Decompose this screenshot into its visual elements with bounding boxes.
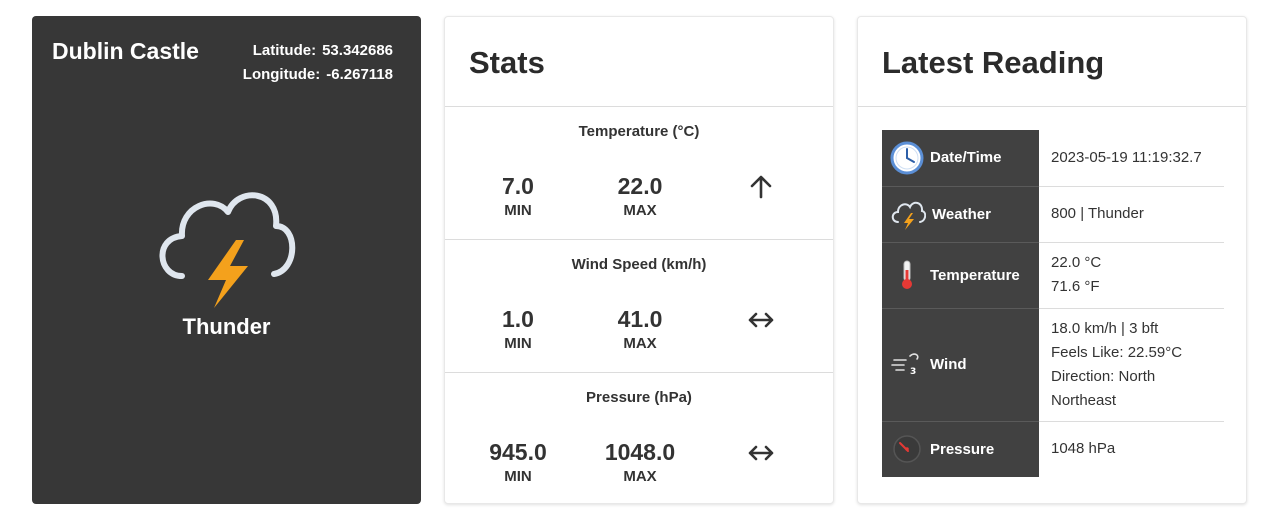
wind-speed-stats: Wind Speed (km/h) 1.0 MIN 41.0 MAX [445,240,833,373]
latest-reading-card: Latest Reading Date/Time 2023-05-19 11:1… [857,16,1247,504]
stat-max-label: MAX [623,468,657,485]
reading-label: Wind [930,356,967,373]
stat-max-value: 1048.0 [604,439,676,465]
reading-value-cell: 800 | Thunder [1039,186,1224,242]
reading-label-cell: Temperature [882,242,1039,309]
stat-min-value: 1.0 [502,306,534,332]
latitude-value: 53.342686 [322,42,393,59]
reading-value: Northeast [1051,391,1117,409]
reading-label-cell: 3 Wind [882,308,1039,422]
reading-row-pressure: Pressure 1048 hPa [882,421,1224,477]
reading-row-temperature: Temperature 22.0 °C 71.6 °F [882,242,1224,309]
stat-min-value: 7.0 [502,173,534,199]
stat-max-label: MAX [623,202,657,219]
longitude-value: -6.267118 [326,66,393,83]
reading-value: Feels Like: 22.59°C [1051,343,1183,361]
location-card: Dublin Castle Latitude: 53.342686 Longitu… [32,16,421,504]
stat-min: 7.0 MIN [468,173,568,219]
reading-value: 71.6 °F [1051,278,1100,295]
stat-title: Temperature (°C) [578,123,700,140]
reading-label: Weather [932,205,991,223]
stat-min-label: MIN [504,335,532,352]
gauge-icon [893,435,921,463]
reading-value-cell: 2023-05-19 11:19:32.7 [1039,130,1224,186]
temperature-stats: Temperature (°C) 7.0 MIN 22.0 MAX [445,107,833,240]
reading-row-weather: Weather 800 | Thunder [882,186,1224,243]
longitude-row: Longitude: -6.267118 [243,63,393,87]
wind-icon: 3 [891,352,919,377]
stat-max-label: MAX [623,335,657,352]
thunderstorm-icon [159,192,296,308]
latest-reading-title: Latest Reading [858,17,1246,107]
pressure-stats: Pressure (hPa) 945.0 MIN 1048.0 MAX [445,373,833,506]
stat-min: 945.0 MIN [468,439,568,485]
stat-max-value: 41.0 [617,306,663,332]
stat-min-label: MIN [504,468,532,485]
reading-value: 2023-05-19 11:19:32.7 [1051,148,1202,166]
stat-title: Pressure (hPa) [586,389,692,406]
reading-label: Date/Time [930,149,1002,167]
stat-min-label: MIN [504,202,532,219]
reading-value: 18.0 km/h | 3 bft [1051,319,1159,337]
stat-min: 1.0 MIN [468,306,568,352]
reading-label: Temperature [930,266,1020,284]
stat-title: Wind Speed (km/h) [571,256,707,273]
reading-value-cell: 22.0 °C 71.6 °F [1039,242,1224,308]
left-right-arrow-icon [748,445,774,461]
reading-label: Pressure [930,440,995,458]
longitude-label: Longitude: [242,66,321,83]
reading-value: 22.0 °C [1051,254,1102,271]
latitude-row: Latitude: 53.342686 [243,39,393,63]
coordinates: Latitude: 53.342686 Longitude: -6.267118 [243,39,393,87]
up-arrow-icon [750,175,772,199]
thunderstorm-icon [891,201,926,230]
reading-table: Date/Time 2023-05-19 11:19:32.7 Weather … [882,130,1224,477]
reading-value: 1048 hPa [1051,440,1116,458]
wind-icon-text: 3 [910,367,916,377]
reading-value: Direction: North [1051,367,1156,385]
latitude-label: Latitude: [252,42,317,59]
reading-value-cell: 18.0 km/h | 3 bft Feels Like: 22.59°C Di… [1039,308,1224,421]
stats-card: Stats Temperature (°C) 7.0 MIN 22.0 MAX … [444,16,834,504]
stat-max: 41.0 MAX [590,306,690,352]
stats-title: Stats [445,17,833,107]
weather-condition: Thunder [182,314,271,339]
reading-label-cell: Weather [882,186,1039,243]
stat-max: 1048.0 MAX [590,439,690,485]
reading-value: 800 | Thunder [1051,205,1144,222]
stat-max-value: 22.0 [617,173,663,199]
reading-row-wind: 3 Wind 18.0 km/h | 3 bft Feels Like: 22.… [882,308,1224,422]
clock-icon [890,141,924,175]
reading-row-datetime: Date/Time 2023-05-19 11:19:32.7 [882,130,1224,187]
stat-min-value: 945.0 [489,439,547,465]
location-name: Dublin Castle [52,38,199,64]
reading-value-cell: 1048 hPa [1039,421,1224,477]
left-right-arrow-icon [748,312,774,328]
reading-label-cell: Pressure [882,421,1039,477]
reading-label-cell: Date/Time [882,130,1039,187]
thermometer-icon [902,260,912,289]
stat-max: 22.0 MAX [590,173,690,219]
